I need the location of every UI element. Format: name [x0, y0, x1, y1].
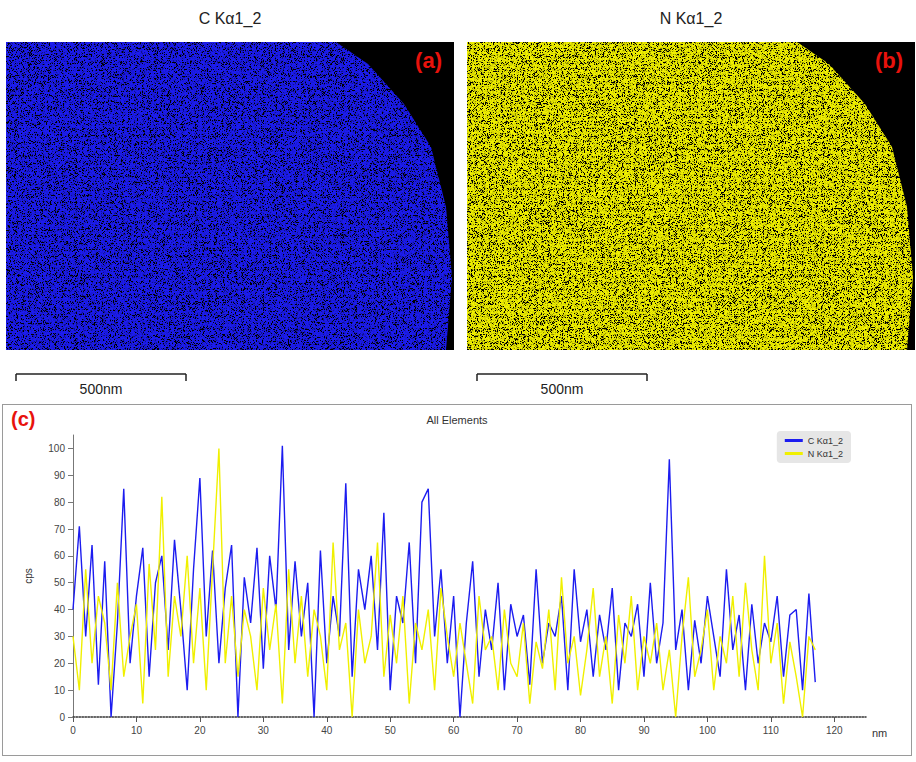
svg-text:80: 80 — [54, 497, 66, 508]
svg-text:30: 30 — [258, 725, 270, 736]
svg-text:100: 100 — [699, 725, 716, 736]
svg-text:(c): (c) — [11, 408, 35, 430]
svg-text:10: 10 — [54, 685, 66, 696]
svg-text:N Kα1_2: N Kα1_2 — [660, 10, 723, 28]
svg-text:80: 80 — [575, 725, 587, 736]
svg-text:20: 20 — [194, 725, 206, 736]
svg-text:50: 50 — [385, 725, 397, 736]
svg-text:All Elements: All Elements — [426, 414, 488, 426]
svg-text:90: 90 — [54, 470, 66, 481]
svg-text:70: 70 — [54, 524, 66, 535]
svg-text:40: 40 — [54, 604, 66, 615]
svg-text:110: 110 — [763, 725, 779, 736]
svg-text:500nm: 500nm — [80, 381, 123, 397]
svg-text:20: 20 — [54, 658, 66, 669]
svg-text:50: 50 — [54, 577, 66, 588]
svg-text:0: 0 — [59, 712, 65, 723]
svg-text:70: 70 — [512, 725, 524, 736]
svg-text:60: 60 — [448, 725, 460, 736]
svg-text:0: 0 — [70, 725, 76, 736]
svg-text:60: 60 — [54, 550, 66, 561]
svg-text:40: 40 — [321, 725, 333, 736]
svg-text:10: 10 — [131, 725, 143, 736]
svg-text:N Kα1_2: N Kα1_2 — [808, 449, 843, 459]
svg-text:500nm: 500nm — [541, 381, 584, 397]
svg-text:nm: nm — [872, 727, 887, 739]
svg-text:C Kα1_2: C Kα1_2 — [808, 436, 843, 446]
svg-text:(a): (a) — [415, 48, 442, 73]
svg-text:120: 120 — [826, 725, 843, 736]
svg-text:30: 30 — [54, 631, 66, 642]
svg-text:C Kα1_2: C Kα1_2 — [199, 10, 262, 28]
svg-text:(b): (b) — [875, 48, 903, 73]
svg-text:90: 90 — [638, 725, 650, 736]
svg-text:100: 100 — [48, 443, 65, 454]
svg-text:cps: cps — [23, 568, 34, 584]
